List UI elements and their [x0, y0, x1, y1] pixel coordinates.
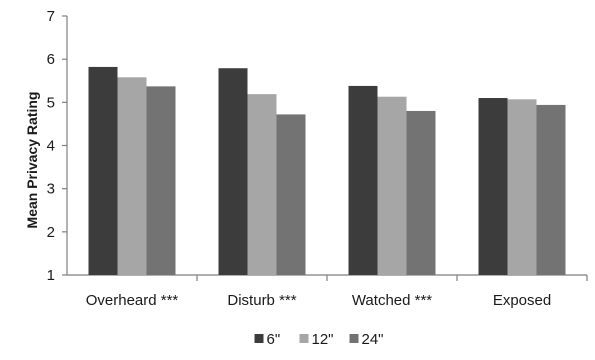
- bar: [406, 110, 436, 275]
- legend-swatch: [349, 334, 359, 343]
- bar: [247, 94, 277, 275]
- bar: [507, 99, 537, 275]
- y-tick-label: 3: [47, 181, 55, 198]
- legend-label: 24": [362, 331, 384, 348]
- y-tick-label: 6: [47, 51, 55, 68]
- legend-label: 12": [312, 331, 334, 348]
- legend-swatch: [254, 334, 264, 343]
- labels-layer: 1 2 3 4 5 6 7 Overheard *** Disturb *** Watched *…: [47, 8, 552, 309]
- y-tick-label: 7: [47, 8, 55, 25]
- y-axis-title: Mean Privacy Rating: [24, 92, 40, 229]
- bars-layer: [88, 66, 566, 276]
- legend: 6" 12" 24": [254, 331, 384, 348]
- legend-swatch: [299, 334, 309, 343]
- bar: [276, 114, 306, 275]
- y-tick-label: 2: [47, 224, 55, 241]
- x-category-label: Disturb ***: [227, 292, 296, 309]
- bar: [146, 86, 176, 275]
- y-tick-label: 4: [47, 138, 55, 155]
- bar: [218, 68, 248, 276]
- bar: [348, 85, 378, 276]
- legend-label: 6": [267, 331, 281, 348]
- bar: [478, 98, 508, 276]
- x-category-label: Exposed: [493, 292, 551, 309]
- bar: [88, 66, 118, 275]
- bar: [117, 77, 147, 276]
- x-category-label: Watched ***: [352, 292, 432, 309]
- bar: [536, 104, 566, 275]
- x-category-label: Overheard ***: [86, 292, 179, 309]
- bar: [377, 96, 407, 275]
- y-tick-label: 1: [47, 267, 55, 284]
- y-tick-label: 5: [47, 94, 55, 111]
